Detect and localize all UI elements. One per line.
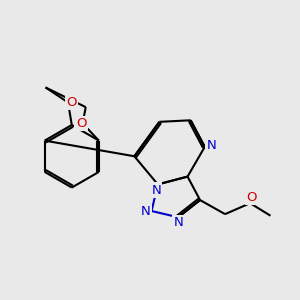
Text: N: N xyxy=(141,205,151,218)
Text: O: O xyxy=(76,117,86,130)
Text: O: O xyxy=(67,96,77,109)
Text: N: N xyxy=(173,216,183,230)
Text: N: N xyxy=(152,184,161,196)
Text: O: O xyxy=(246,191,257,204)
Text: N: N xyxy=(207,139,217,152)
